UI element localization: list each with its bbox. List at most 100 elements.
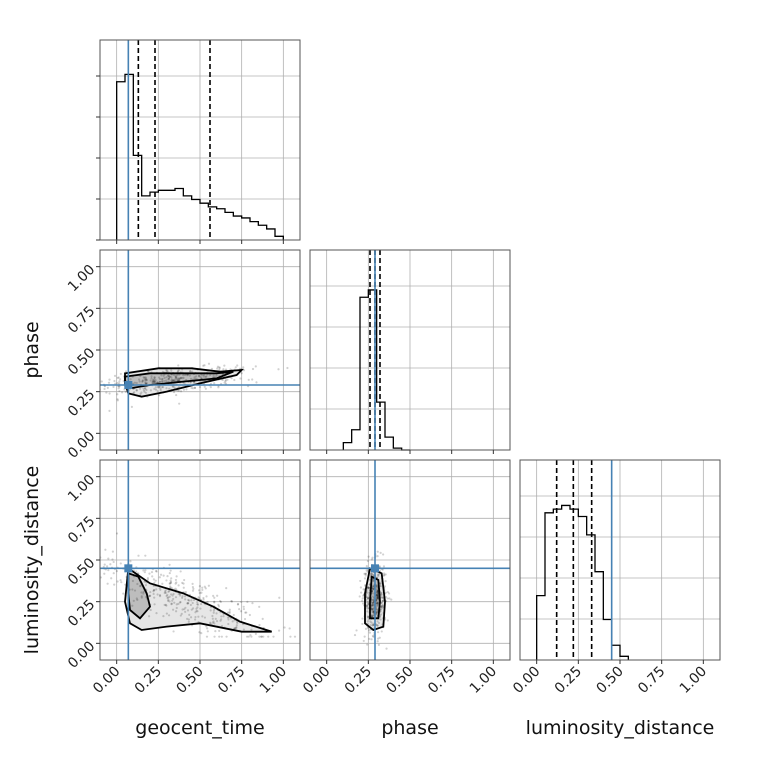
sample-point (135, 597, 138, 600)
sample-point (79, 549, 81, 551)
sample-point (363, 635, 366, 638)
sample-point (201, 374, 204, 377)
sample-point (174, 596, 178, 599)
sample-point (380, 593, 383, 596)
sample-point (169, 585, 172, 588)
sample-point (173, 601, 176, 604)
sample-point (371, 584, 374, 588)
sample-point (119, 378, 122, 381)
sample-point (58, 563, 60, 565)
sample-point (258, 635, 261, 638)
sample-point (168, 572, 171, 575)
sample-point (381, 596, 384, 599)
sample-point (187, 602, 190, 605)
sample-point (376, 611, 379, 614)
sample-point (54, 528, 56, 530)
x-axis-label: phase (381, 717, 438, 739)
sample-point (155, 569, 158, 573)
sample-point (228, 611, 231, 615)
sample-point (367, 591, 370, 594)
sample-point (105, 391, 108, 394)
sample-point (366, 603, 369, 607)
histogram-panel-phase (309, 249, 511, 454)
sample-point (118, 380, 121, 383)
sample-point (242, 366, 245, 369)
sample-point (154, 386, 157, 389)
sample-point (153, 380, 156, 383)
sample-point (371, 573, 374, 576)
sample-point (372, 622, 375, 625)
sample-point (161, 378, 164, 381)
sample-point (171, 594, 174, 597)
sample-point (210, 367, 214, 370)
sample-point (146, 578, 150, 581)
sample-point (213, 596, 216, 599)
sample-point (172, 630, 175, 633)
sample-point (113, 374, 117, 377)
sample-point (376, 601, 379, 605)
sample-point (251, 601, 254, 605)
sample-point (244, 611, 247, 614)
sample-point (376, 595, 380, 598)
x-tick-label: 0.75 (215, 664, 248, 697)
sample-point (379, 613, 383, 616)
sample-point (158, 385, 162, 388)
sample-point (260, 635, 263, 638)
sample-point (151, 575, 154, 578)
sample-point (384, 591, 387, 594)
sample-point (175, 581, 178, 584)
sample-point (383, 572, 386, 575)
sample-point (360, 591, 363, 594)
sample-point (182, 374, 185, 377)
sample-point (213, 635, 216, 638)
sample-point (370, 621, 373, 624)
sample-point (224, 368, 228, 371)
sample-point (209, 386, 212, 389)
sample-point (165, 387, 168, 390)
sample-point (180, 612, 183, 615)
sample-point (375, 584, 378, 588)
sample-point (209, 622, 212, 625)
y-tick-label: 1.00 (65, 472, 98, 505)
density-layer (54, 528, 297, 638)
sample-point (200, 632, 203, 635)
sample-point (103, 563, 106, 566)
sample-point (371, 589, 374, 592)
sample-point (384, 580, 387, 583)
sample-point (175, 376, 178, 379)
sample-point (366, 607, 369, 610)
sample-point (376, 624, 379, 627)
sample-point (165, 379, 168, 382)
sample-point (367, 586, 370, 589)
sample-point (222, 615, 225, 618)
histogram-step-luminosity_distance (536, 504, 629, 660)
sample-point (165, 594, 168, 598)
sample-point (168, 595, 171, 598)
sample-point (157, 386, 160, 389)
sample-point (371, 624, 374, 627)
sample-point (143, 571, 146, 574)
sample-point (144, 554, 147, 557)
sample-point (247, 378, 250, 381)
sample-point (382, 599, 385, 602)
sample-point (353, 633, 357, 637)
sample-point (191, 585, 194, 589)
sample-point (205, 375, 208, 378)
sample-point (145, 388, 148, 392)
sample-point (242, 605, 245, 608)
sample-point (207, 584, 210, 587)
sample-point (236, 621, 239, 625)
sample-point (192, 607, 195, 610)
sample-point (172, 385, 175, 388)
sample-point (213, 600, 216, 603)
sample-point (186, 374, 189, 377)
sample-point (211, 621, 214, 624)
sample-point (372, 595, 375, 598)
sample-point (105, 565, 109, 568)
sample-point (370, 572, 373, 575)
sample-point (173, 386, 176, 389)
sample-point (371, 588, 374, 591)
sample-point (191, 601, 194, 605)
sample-point (203, 585, 206, 588)
sample-point (161, 377, 164, 381)
